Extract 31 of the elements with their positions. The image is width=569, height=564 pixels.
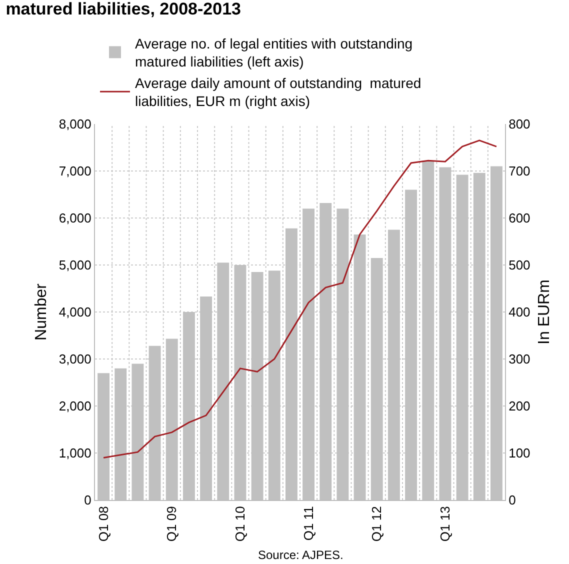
y-tick-label: 7,000: [58, 164, 92, 179]
y2-tick-label: 700: [508, 164, 530, 179]
y2-tick-label: 0: [508, 492, 516, 508]
y-tick-label: 5,000: [58, 258, 92, 273]
y-tick-label: 1,000: [58, 446, 92, 461]
y-tick-label: 2,000: [58, 398, 92, 414]
legend-label: Average no. of legal entities with outstanding matured liabilities (left axis): [135, 36, 413, 70]
y-tick-label: 8,000: [58, 116, 92, 132]
y2-tick-label: 100: [508, 446, 530, 461]
x-tick-label: Q1 11: [300, 506, 316, 541]
x-tick-label: Q1 10: [232, 506, 248, 542]
y2-tick-label: 500: [508, 258, 530, 273]
y2-tick-label: 600: [508, 210, 530, 226]
y-tick-label: 0: [84, 492, 92, 508]
y2-tick-label: 300: [508, 352, 530, 367]
chart-title: matured liabilities, 2008-2013: [6, 0, 241, 19]
legend-label: Average daily amount of outstanding matured liabilities, EUR m (right axis): [135, 74, 422, 110]
x-tick-label: Q1 12: [369, 506, 384, 542]
y2-tick-label: 400: [508, 304, 530, 320]
y-tick-label: 3,000: [58, 352, 92, 367]
y2-tick-label: 200: [508, 398, 530, 414]
source-note: Source: AJPES.: [258, 548, 344, 562]
y-axis-title: Number: [32, 282, 50, 340]
y-tick-label: 4,000: [58, 304, 92, 320]
y2-axis-title: In EURm: [536, 280, 554, 344]
line-series: [102, 140, 498, 458]
y2-tick-label: 800: [508, 116, 530, 132]
y-tick-label: 6,000: [58, 210, 92, 226]
x-tick-label: Q1 08: [96, 506, 111, 542]
x-tick-label: Q1 09: [164, 506, 180, 542]
x-tick-label: Q1 13: [437, 506, 452, 542]
